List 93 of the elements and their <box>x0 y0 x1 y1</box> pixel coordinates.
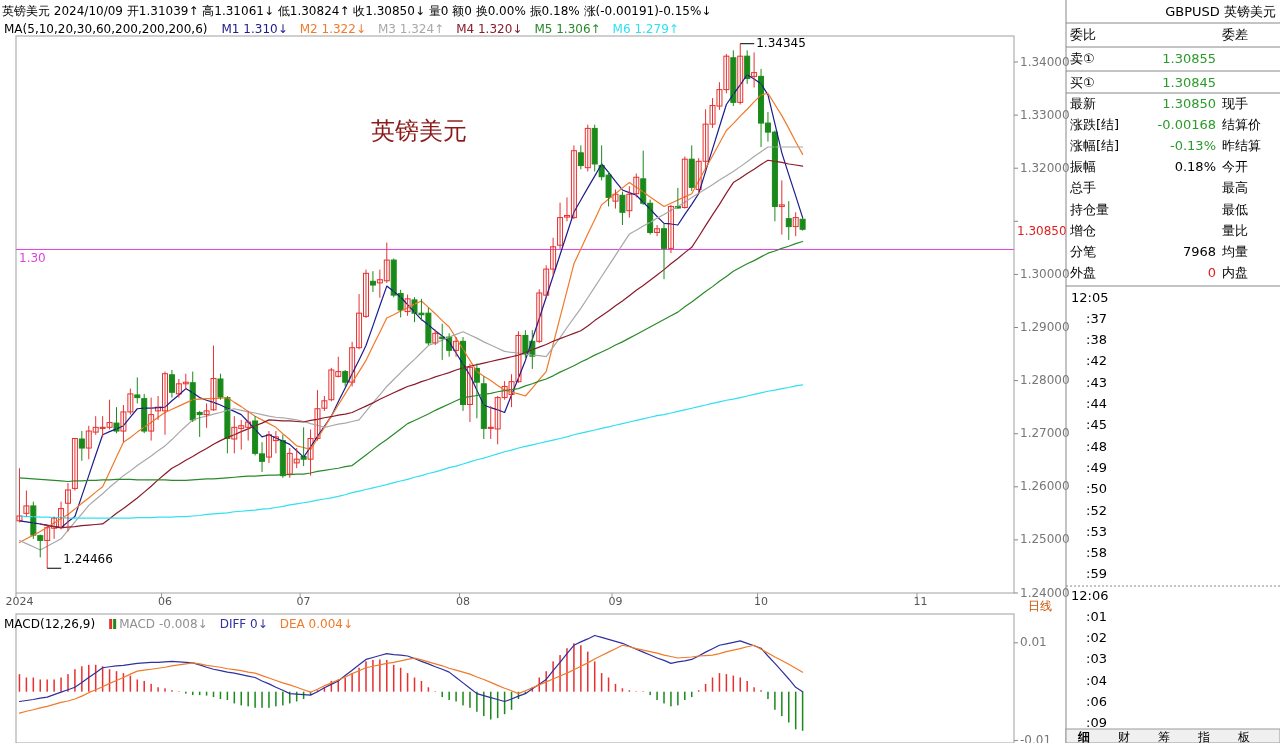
text: 1.30845 <box>1162 74 1216 90</box>
text: 0 <box>1207 265 1216 281</box>
text: :01 <box>1086 608 1107 624</box>
text: M2 1.322↓ <box>299 21 366 36</box>
text: DIFF 0↓ <box>219 616 268 631</box>
text: 分笔 <box>1070 243 1096 259</box>
y-tick-label: 1.30000 <box>1020 266 1070 281</box>
text: DEA 0.004↓ <box>279 616 354 631</box>
text: 指 <box>1197 729 1210 743</box>
text: 12:05 <box>1071 289 1109 305</box>
x-tick-label: 07 <box>296 595 311 608</box>
text: 涨幅[结] <box>1070 137 1120 153</box>
text: GBPUSD 英镑美元 <box>1165 3 1276 19</box>
text: 板 <box>1237 729 1250 743</box>
y-tick-label: 1.28000 <box>1020 373 1070 388</box>
text: 现手 <box>1222 95 1248 111</box>
text: :58 <box>1086 545 1107 561</box>
text: -0.13% <box>1170 137 1216 153</box>
text: M1 1.310↓ <box>221 21 288 36</box>
text: :45 <box>1086 417 1107 433</box>
text: 内盘 <box>1222 265 1248 281</box>
y-tick-label: 1.27000 <box>1020 426 1070 441</box>
text: 日线 <box>1028 598 1052 613</box>
text: M3 1.324↑ <box>377 21 445 36</box>
annotation: 1.34345 <box>756 36 806 51</box>
text: 12:06 <box>1071 587 1109 603</box>
y-tick-label: 1.34000 <box>1020 54 1070 69</box>
text: :02 <box>1086 630 1107 646</box>
text: :06 <box>1086 694 1107 709</box>
text: 1.30855 <box>1162 50 1216 66</box>
text: 今开 <box>1222 159 1248 175</box>
text: :59 <box>1086 566 1107 582</box>
text: 委比 <box>1070 26 1096 42</box>
text: 7968 <box>1182 243 1216 259</box>
text: -0.00168 <box>1157 116 1216 132</box>
annotation: 英镑美元 <box>371 117 467 145</box>
legend-title: MACD(12,26,9) <box>4 616 96 631</box>
y-tick-label: 0.01 <box>1020 635 1047 650</box>
y-tick-label: 1.25000 <box>1020 532 1070 547</box>
text: 委差 <box>1222 26 1248 42</box>
x-tick-label: 06 <box>158 595 173 608</box>
text: 昨结算 <box>1222 137 1261 153</box>
text: 均量 <box>1221 243 1248 259</box>
legend-label: MACD -0.008↓ <box>119 616 208 631</box>
y-tick-label: 1.29000 <box>1020 320 1070 335</box>
x-tick-label: 08 <box>456 595 471 608</box>
y-tick-label: 1.32000 <box>1020 160 1070 175</box>
text: :49 <box>1086 459 1107 475</box>
x-tick-label: 11 <box>913 595 928 608</box>
text: :43 <box>1086 374 1107 390</box>
text: :52 <box>1086 502 1107 518</box>
x-tick-label: 2024 <box>5 595 34 608</box>
x-tick-label: 09 <box>608 595 623 608</box>
text: 结算价 <box>1222 116 1261 132</box>
text: :04 <box>1086 672 1107 688</box>
text: :09 <box>1086 715 1107 731</box>
text: :42 <box>1086 353 1107 369</box>
text: 筹 <box>1158 729 1170 743</box>
text: :53 <box>1086 523 1107 539</box>
text: 增仓 <box>1069 222 1096 238</box>
text: 总手 <box>1069 180 1096 196</box>
text: :48 <box>1086 438 1107 454</box>
text: 外盘 <box>1070 265 1096 281</box>
text: :37 <box>1086 310 1107 326</box>
text: 涨跌[结] <box>1070 116 1120 132</box>
ref-line-label: 1.30 <box>19 250 46 265</box>
y-tick-label: 1.26000 <box>1020 479 1070 494</box>
text: M4 1.320↓ <box>456 21 523 36</box>
text: 最低 <box>1222 201 1248 217</box>
text: M5 1.306↑ <box>534 21 601 36</box>
text: M6 1.279↑ <box>612 21 679 36</box>
text: 最新 <box>1070 95 1096 111</box>
text: 1.30850 <box>1162 95 1216 111</box>
x-tick-label: 10 <box>754 595 769 608</box>
text: :38 <box>1086 332 1107 348</box>
text: 量比 <box>1222 222 1248 238</box>
text: 持仓量 <box>1070 201 1109 217</box>
text: :03 <box>1086 651 1107 667</box>
text: :44 <box>1086 396 1107 411</box>
y-tick-label: 1.33000 <box>1020 107 1070 122</box>
text: 0.18% <box>1174 159 1216 175</box>
text: 买① <box>1070 74 1095 90</box>
text: 振幅 <box>1070 159 1096 175</box>
annotation: 1.24466 <box>63 551 113 566</box>
text: 细 <box>1077 729 1090 743</box>
text: :50 <box>1086 481 1107 497</box>
y-tick-label: 1.24000 <box>1020 585 1070 600</box>
text: 1.30850 <box>1017 223 1067 238</box>
chart-title: 英镑美元 2024/10/09 开1.31039↑ 高1.31061↓ 低1.30824↑ 收1.30850↓ 量0 额0 换0.00% 振0.18% 涨(-0.00191)-0.15%↓ <box>2 3 712 18</box>
text: 最高 <box>1222 180 1248 196</box>
text: 财 <box>1118 729 1130 743</box>
text: 卖① <box>1070 50 1095 66</box>
legend-title: MA(5,10,20,30,60,200,200,200,6) <box>4 21 208 36</box>
